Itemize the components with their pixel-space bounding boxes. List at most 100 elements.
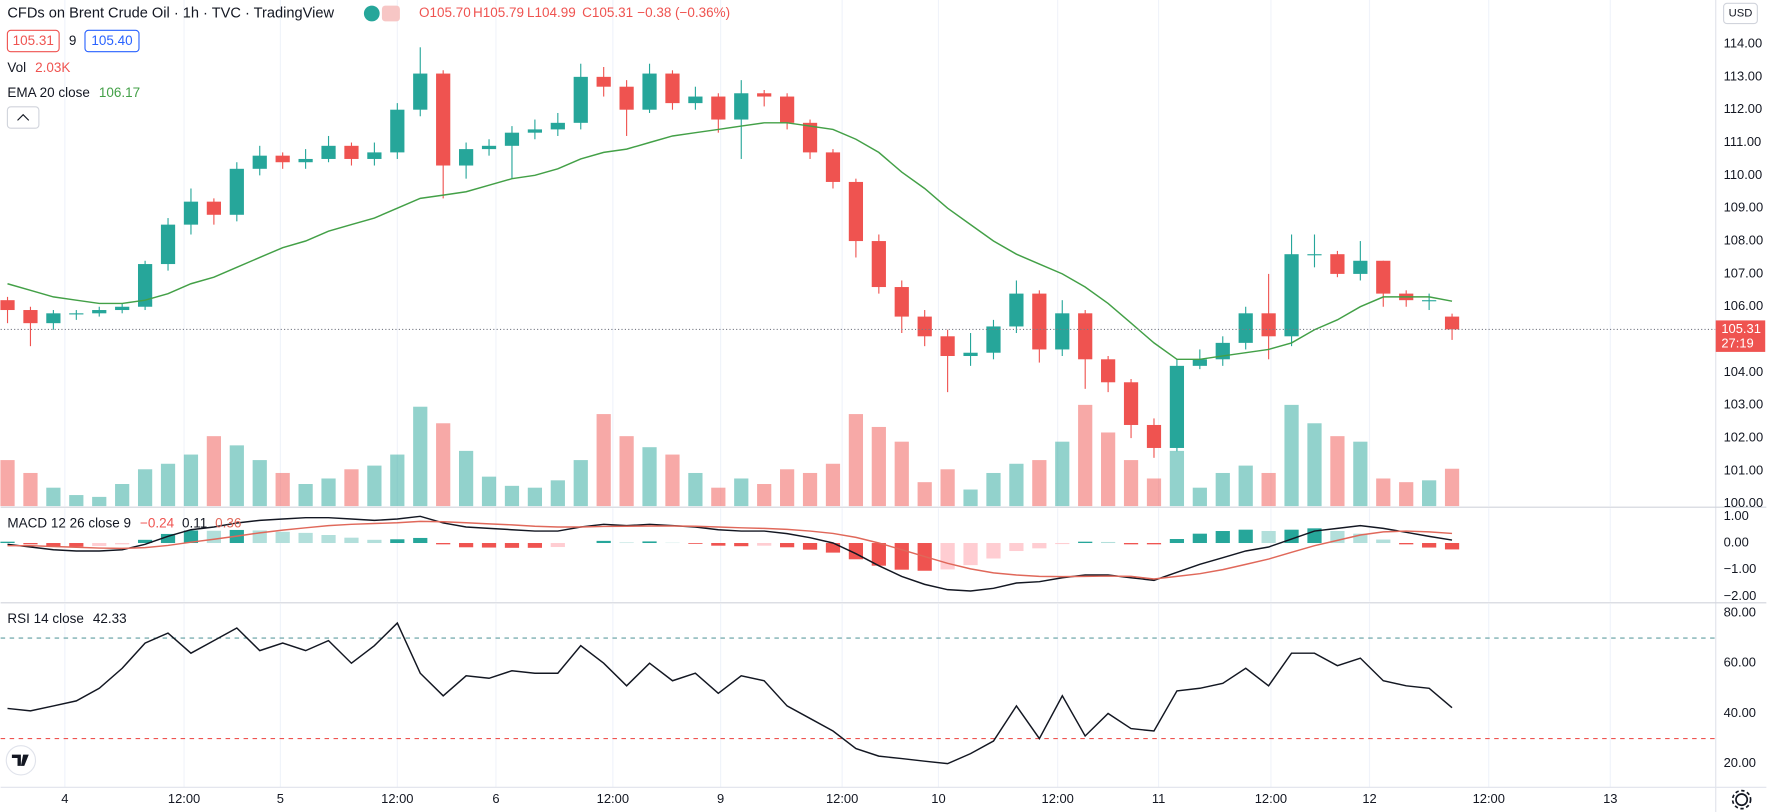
candle-body	[1444, 316, 1460, 330]
x-tick-label: 12:00	[1042, 791, 1074, 806]
candle-body	[940, 336, 955, 357]
volume-bar	[894, 441, 909, 507]
candle-body	[69, 313, 84, 315]
volume-bar	[206, 436, 221, 507]
volume-bar	[1444, 468, 1460, 507]
histogram-bar	[1353, 533, 1368, 544]
x-tick-label: 6	[492, 791, 499, 806]
histogram-bar	[1169, 539, 1185, 544]
histogram-bar	[23, 543, 38, 545]
candle-body	[0, 300, 15, 311]
y-tick-label: 114.00	[1724, 35, 1763, 50]
histogram-bar	[115, 543, 130, 545]
candle-body	[1192, 359, 1207, 366]
y-tick-label: 110.00	[1724, 167, 1763, 182]
candle-body	[458, 149, 474, 166]
histogram-bar	[527, 543, 543, 548]
volume-bar	[1307, 423, 1322, 507]
candle-body	[665, 73, 680, 104]
x-tick-label: 12:00	[381, 791, 413, 806]
volume-bar	[1422, 480, 1437, 507]
candle-body	[734, 93, 749, 120]
histogram-bar	[1146, 543, 1162, 545]
ema-line	[7, 122, 1453, 361]
candle-body	[115, 306, 130, 311]
legend-value: 2.03K	[35, 60, 70, 75]
candle-body	[436, 73, 451, 166]
volume-bar	[1123, 460, 1139, 507]
candle-body	[550, 122, 565, 130]
y-tick-label: −1.00	[1724, 561, 1757, 576]
candle-body	[1238, 313, 1253, 343]
volume-bar	[780, 469, 795, 507]
collapse-button[interactable]	[6, 106, 40, 129]
legend-title: RSI 14 close	[7, 611, 83, 626]
data-layer	[0, 47, 1716, 765]
candle-body	[1422, 300, 1437, 302]
histogram-bar	[1399, 543, 1414, 545]
legend-value: −0.24	[140, 516, 175, 531]
sell-box[interactable]	[6, 29, 60, 53]
settings-icon-teeth	[1731, 789, 1752, 810]
candle-body	[894, 287, 909, 317]
candle-body	[871, 241, 886, 288]
volume-bar	[711, 487, 726, 507]
indicator-line	[7, 515, 1453, 592]
volume-bar	[275, 472, 290, 507]
histogram-bar	[780, 543, 795, 548]
settings-icon[interactable]	[1735, 793, 1749, 807]
volume-bar	[115, 484, 130, 507]
volume-bar	[252, 460, 267, 507]
volume-bar	[1169, 450, 1185, 507]
histogram-bar	[894, 543, 909, 570]
market-open-icon[interactable]	[363, 5, 380, 22]
currency[interactable]: USD	[1729, 7, 1753, 19]
volume-bar	[986, 472, 1001, 507]
volume-bar	[183, 454, 199, 507]
histogram-bar	[436, 543, 451, 545]
volume-bar	[1330, 436, 1345, 507]
histogram-bar	[1032, 543, 1047, 549]
volume-bar	[802, 472, 818, 507]
volume-bar	[963, 489, 978, 507]
tv-logo[interactable]	[5, 745, 37, 776]
y-tick-label: 20.00	[1724, 755, 1756, 770]
candle-body	[917, 316, 932, 337]
histogram-bar	[183, 530, 199, 544]
candle-body	[137, 264, 153, 307]
y-tick-label: 106.00	[1724, 298, 1764, 313]
volume-bar	[848, 414, 864, 507]
buy-box[interactable]	[84, 29, 140, 53]
y-tick-label: 0.00	[1724, 534, 1749, 549]
last-price-box	[1715, 320, 1766, 352]
x-tick-label: 12:00	[826, 791, 858, 806]
volume-bar	[229, 445, 244, 507]
volume-bar	[367, 465, 382, 507]
histogram-bar	[367, 539, 382, 544]
volume-bar	[1146, 478, 1162, 507]
y-tick-label: 1.00	[1724, 508, 1749, 523]
volume-bar	[413, 406, 428, 507]
volume-bar	[871, 426, 886, 507]
candle-body	[183, 201, 199, 225]
ohlc-high: H105.79	[473, 5, 524, 20]
candle-body	[780, 96, 795, 123]
histogram-bar	[871, 543, 886, 566]
histogram-bar	[413, 537, 428, 544]
buy-price[interactable]: 105.40	[91, 33, 132, 48]
candle-body	[92, 310, 107, 314]
volume-bar	[321, 478, 336, 507]
ohlc-low: L104.99	[527, 5, 576, 20]
currency-button[interactable]	[1723, 2, 1758, 25]
sell-price[interactable]: 105.31	[13, 33, 54, 48]
data-icon[interactable]	[381, 5, 400, 22]
candle-body	[573, 76, 588, 123]
volume-bar	[1399, 482, 1414, 507]
volume-bar	[69, 495, 84, 507]
candle-body	[1101, 359, 1116, 383]
y-tick-label: 100.00	[1724, 495, 1764, 510]
histogram-bar	[92, 543, 107, 546]
candle-body	[757, 93, 772, 97]
histogram-bar	[1215, 531, 1230, 544]
